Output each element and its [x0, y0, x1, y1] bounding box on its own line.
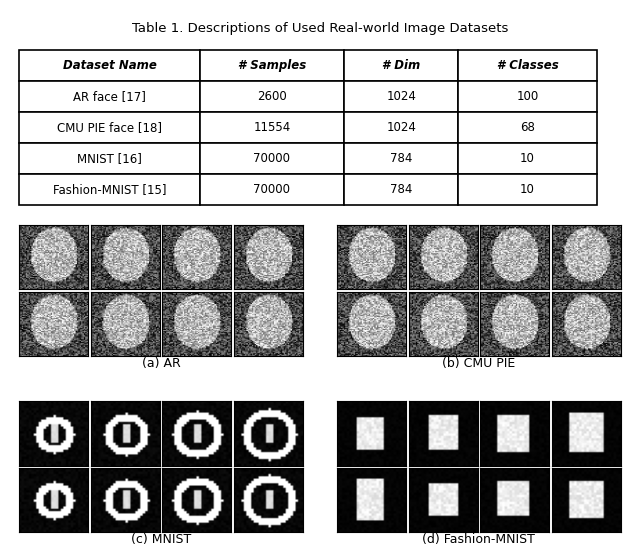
Text: CMU PIE face [18]: CMU PIE face [18] — [57, 121, 162, 134]
Bar — [200, 82, 344, 112]
Bar — [19, 174, 200, 205]
Text: (d) Fashion-MNIST: (d) Fashion-MNIST — [422, 533, 535, 546]
Text: 10: 10 — [520, 152, 535, 165]
Bar — [200, 143, 344, 174]
Text: AR face [17]: AR face [17] — [73, 90, 146, 103]
Text: (b) CMU PIE: (b) CMU PIE — [442, 357, 516, 370]
Bar — [19, 112, 200, 143]
Text: 100: 100 — [516, 90, 539, 103]
Text: 784: 784 — [390, 152, 412, 165]
Text: # Classes: # Classes — [497, 60, 559, 72]
Bar — [344, 143, 458, 174]
Bar — [200, 174, 344, 205]
Bar — [200, 51, 344, 82]
Text: 70000: 70000 — [253, 183, 291, 196]
Bar — [19, 143, 200, 174]
Text: 68: 68 — [520, 121, 535, 134]
Text: 2600: 2600 — [257, 90, 287, 103]
Text: (a) AR: (a) AR — [141, 357, 180, 370]
Text: Table 1. Descriptions of Used Real-world Image Datasets: Table 1. Descriptions of Used Real-world… — [132, 22, 508, 35]
Text: # Dim: # Dim — [382, 60, 420, 72]
Bar — [344, 174, 458, 205]
Text: 1024: 1024 — [387, 90, 416, 103]
Text: 784: 784 — [390, 183, 412, 196]
Bar — [200, 112, 344, 143]
Bar — [344, 82, 458, 112]
Bar — [458, 112, 596, 143]
Bar — [344, 51, 458, 82]
Text: (c) MNIST: (c) MNIST — [131, 533, 191, 546]
Bar — [458, 174, 596, 205]
Bar — [458, 51, 596, 82]
Text: 1024: 1024 — [387, 121, 416, 134]
Bar — [19, 51, 200, 82]
Bar — [458, 82, 596, 112]
Bar — [344, 112, 458, 143]
Bar — [458, 143, 596, 174]
Text: # Samples: # Samples — [237, 60, 306, 72]
Text: Fashion-MNIST [15]: Fashion-MNIST [15] — [52, 183, 166, 196]
Text: 11554: 11554 — [253, 121, 291, 134]
Text: MNIST [16]: MNIST [16] — [77, 152, 142, 165]
Bar — [19, 82, 200, 112]
Text: 70000: 70000 — [253, 152, 291, 165]
Text: Dataset Name: Dataset Name — [63, 60, 156, 72]
Text: 10: 10 — [520, 183, 535, 196]
